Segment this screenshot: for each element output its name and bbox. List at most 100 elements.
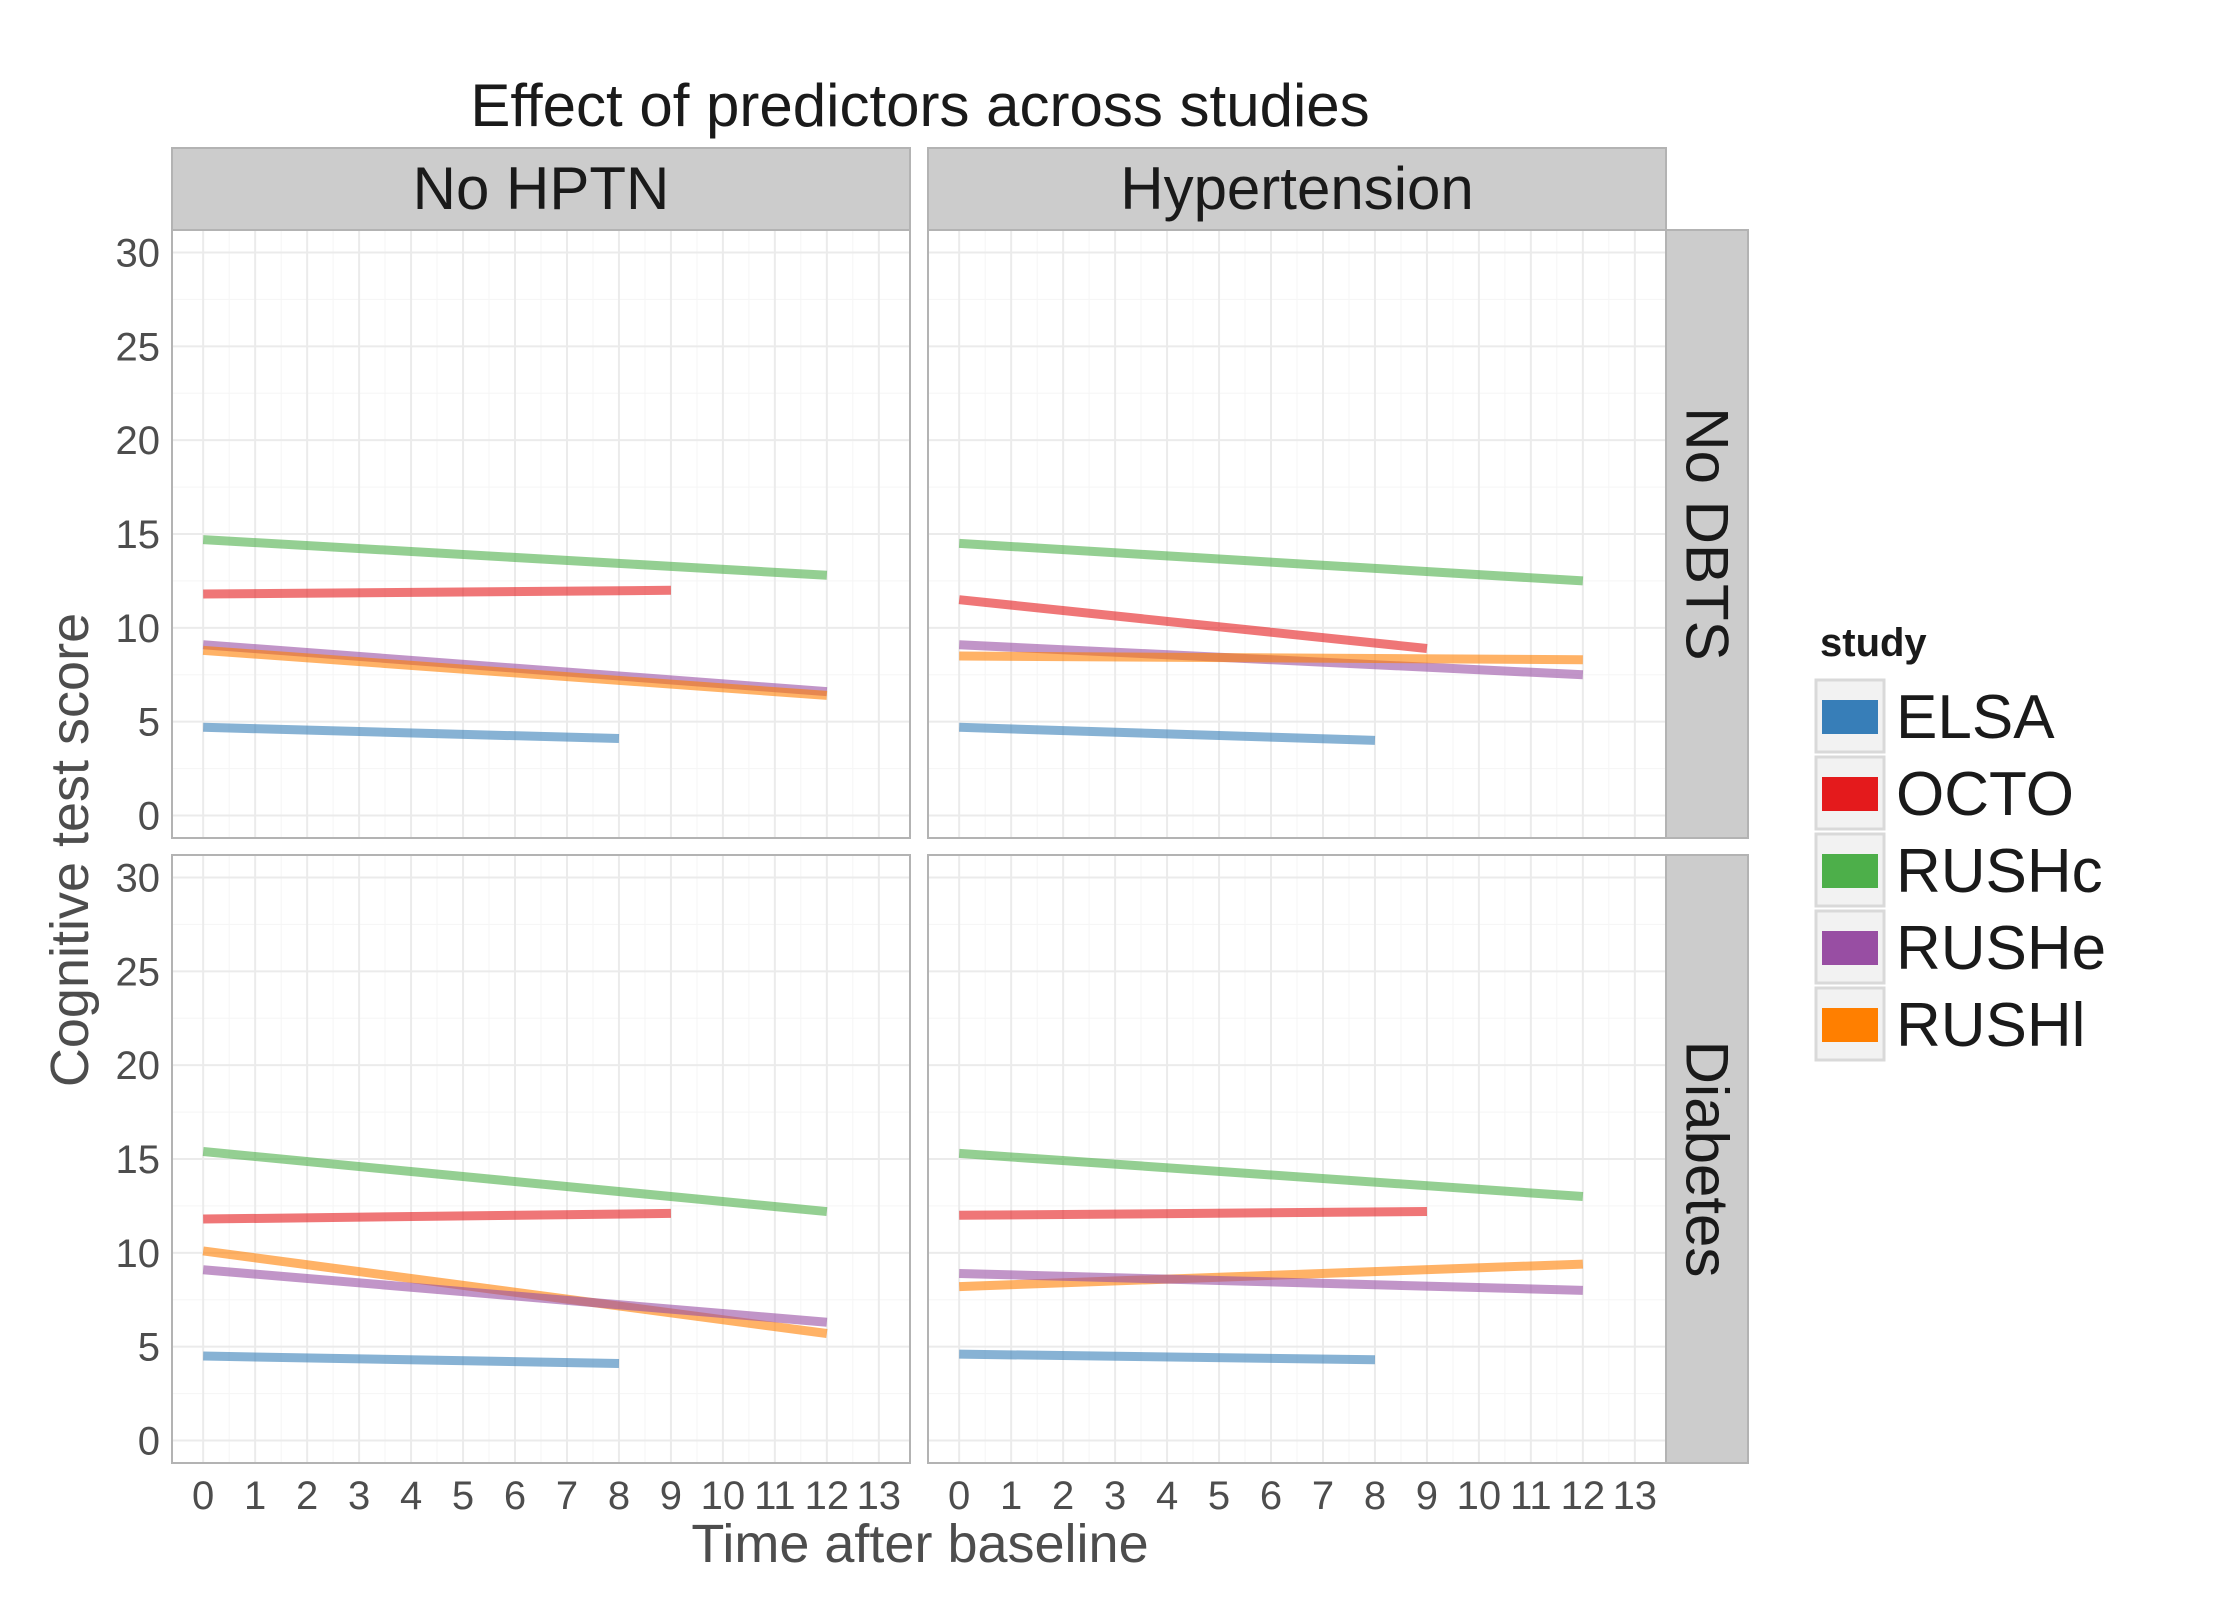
x-tick-label: 13 xyxy=(1613,1474,1658,1518)
y-tick-label: 10 xyxy=(116,1232,161,1276)
legend-item-rushc: RUSHc xyxy=(1814,832,2103,908)
x-tick-label: 6 xyxy=(504,1474,526,1518)
strip-no-dbts: No DBTS xyxy=(1665,229,1749,839)
x-tick-label: 8 xyxy=(608,1474,630,1518)
legend-swatch xyxy=(1822,777,1878,811)
x-tick-label: 11 xyxy=(1510,1474,1552,1518)
x-tick-label: 5 xyxy=(452,1474,474,1518)
x-tick-label: 9 xyxy=(1416,1474,1438,1518)
x-axis-title: Time after baseline xyxy=(691,1514,1148,1574)
x-tick-label: 10 xyxy=(701,1474,746,1518)
x-tick-label: 6 xyxy=(1260,1474,1282,1518)
legend-swatch xyxy=(1822,931,1878,965)
series-line-rushl xyxy=(959,651,1583,665)
legend-label: RUSHl xyxy=(1896,991,2085,1060)
legend-item-rushe: RUSHe xyxy=(1814,909,2106,985)
y-tick-label: 0 xyxy=(138,794,160,838)
x-tick-label: 7 xyxy=(556,1474,578,1518)
strip-label: No HPTN xyxy=(413,155,670,222)
x-tick-label: 8 xyxy=(1364,1474,1386,1518)
x-tick-label: 5 xyxy=(1208,1474,1230,1518)
y-tick-label: 0 xyxy=(138,1419,160,1463)
series-line-elsa xyxy=(203,722,620,744)
legend-swatch xyxy=(1822,854,1878,888)
series-line-rushl xyxy=(202,645,828,700)
x-tick-label: 4 xyxy=(1156,1474,1178,1518)
x-tick-label: 2 xyxy=(1052,1474,1074,1518)
series-line-octo xyxy=(959,1207,1427,1220)
strip-hypertension: Hypertension xyxy=(927,147,1667,231)
x-tick-label: 0 xyxy=(948,1474,970,1518)
y-tick-label: 25 xyxy=(116,950,161,994)
panel-border xyxy=(171,229,911,839)
legend-item-rushl: RUSHl xyxy=(1814,986,2085,1062)
panel-no-dbts-hypertension xyxy=(927,229,1667,839)
x-tick-label: 11 xyxy=(754,1474,796,1518)
series-line-octo xyxy=(958,595,1428,653)
y-tick-label: 30 xyxy=(116,857,161,901)
series-line-elsa xyxy=(959,1349,1376,1365)
strip-background xyxy=(927,147,1667,231)
legend: study ELSA OCTO RUSHc RUSHe RUSHl xyxy=(1814,621,2106,1062)
series-line-octo xyxy=(203,585,671,599)
y-tick-label: 25 xyxy=(116,325,161,369)
series-line-rushc xyxy=(958,1148,1584,1202)
legend-item-elsa: ELSA xyxy=(1814,678,2055,754)
series-line-rushe xyxy=(202,1265,828,1327)
y-tick-label: 30 xyxy=(116,232,161,276)
x-tick-label: 0 xyxy=(192,1474,214,1518)
series-line-elsa xyxy=(203,1351,620,1369)
strip-diabetes: Diabetes xyxy=(1665,854,1749,1464)
x-tick-label: 9 xyxy=(660,1474,682,1518)
strip-background xyxy=(1665,854,1749,1464)
series-line-rushl xyxy=(959,1259,1584,1292)
y-tick-label: 15 xyxy=(116,1138,161,1182)
y-tick-label: 5 xyxy=(138,1326,160,1370)
strip-background xyxy=(1665,229,1749,839)
chart-title: Effect of predictors across studies xyxy=(470,72,1369,139)
x-tick-label: 13 xyxy=(857,1474,902,1518)
panel-no-dbts-no-hptn: 0 5 10 15 20 25 30 xyxy=(116,229,911,839)
legend-title: study xyxy=(1820,621,1927,665)
strip-no-hptn: No HPTN xyxy=(171,147,911,231)
x-tick-label: 12 xyxy=(805,1474,850,1518)
x-tick-label: 12 xyxy=(1561,1474,1606,1518)
panel-diabetes-hypertension: 0 1 2 3 4 5 6 7 8 9 10 11 12 13 xyxy=(927,854,1667,1518)
strip-label: Hypertension xyxy=(1120,155,1474,222)
strip-background xyxy=(171,147,911,231)
panel-border xyxy=(927,229,1667,839)
legend-label: OCTO xyxy=(1896,760,2074,829)
x-tick-label: 2 xyxy=(296,1474,318,1518)
x-tick-label: 3 xyxy=(348,1474,370,1518)
gridlines xyxy=(928,855,1666,1463)
legend-swatch xyxy=(1822,700,1878,734)
series-line-rushc xyxy=(202,535,828,580)
legend-swatch xyxy=(1822,1008,1878,1042)
series-line-rushc xyxy=(202,1147,828,1217)
gridlines xyxy=(928,230,1666,838)
y-tick-label: 5 xyxy=(138,701,160,745)
series-line-rushc xyxy=(958,538,1584,586)
x-tick-label: 4 xyxy=(400,1474,422,1518)
strip-label: No DBTS xyxy=(1674,407,1741,660)
gridlines xyxy=(172,230,910,838)
series-line-octo xyxy=(203,1208,671,1224)
series-line-rushe xyxy=(959,1268,1583,1295)
x-tick-label: 10 xyxy=(1457,1474,1502,1518)
legend-label: RUSHc xyxy=(1896,837,2103,906)
y-tick-label: 20 xyxy=(116,419,161,463)
x-tick-label: 3 xyxy=(1104,1474,1126,1518)
x-tick-label: 1 xyxy=(1000,1474,1022,1518)
legend-item-octo: OCTO xyxy=(1814,755,2074,831)
x-tick-label: 7 xyxy=(1312,1474,1334,1518)
y-tick-label: 10 xyxy=(116,607,161,651)
legend-label: RUSHe xyxy=(1896,914,2106,983)
strip-label: Diabetes xyxy=(1674,1041,1741,1278)
legend-label: ELSA xyxy=(1896,683,2055,752)
series-line-elsa xyxy=(959,722,1376,745)
panel-border xyxy=(171,854,911,1464)
y-axis-title: Cognitive test score xyxy=(40,613,100,1087)
